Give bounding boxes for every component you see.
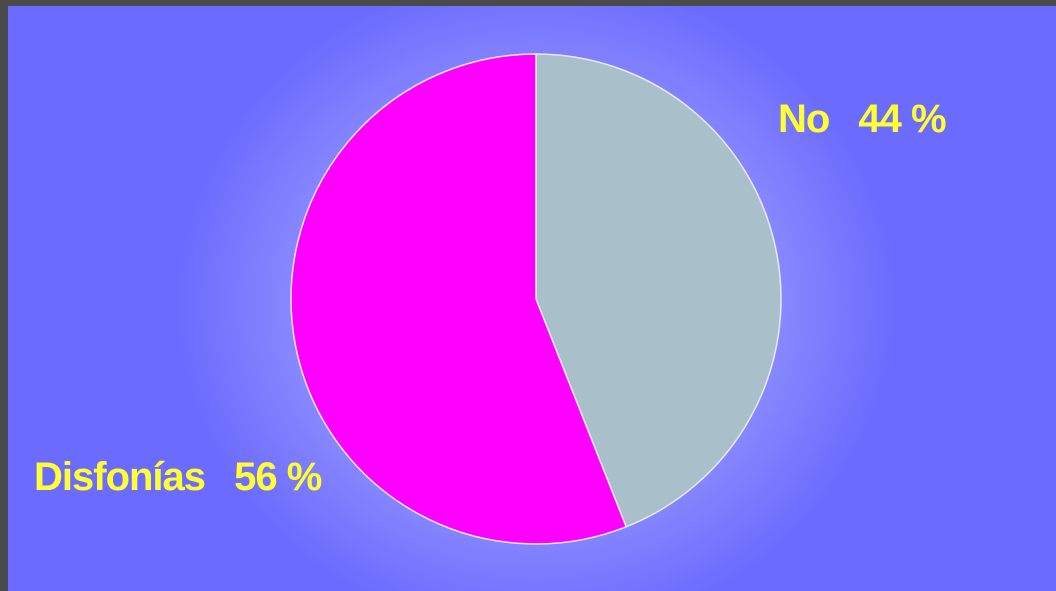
pie-slice-no (535, 53, 782, 528)
slide-canvas: No 44 % Disfonías 56 % (8, 6, 1056, 591)
slice-label-disfonias: Disfonías 56 % (34, 455, 322, 499)
pie-slice-disfonias (290, 53, 628, 545)
slice-label-no: No 44 % (778, 97, 946, 141)
pie-slices (290, 53, 782, 545)
pie-chart: No 44 % Disfonías 56 % (34, 53, 947, 545)
pie-labels: No 44 % Disfonías 56 % (34, 97, 947, 499)
